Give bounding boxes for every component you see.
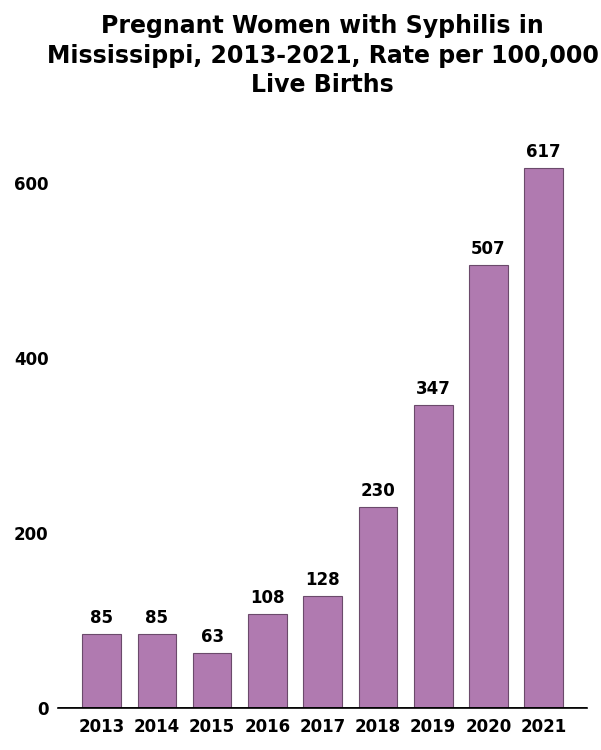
Text: 347: 347 [416,380,451,398]
Text: 617: 617 [526,143,561,161]
Bar [525,168,563,709]
Text: 85: 85 [145,609,168,627]
Text: 507: 507 [471,239,506,257]
Text: 108: 108 [250,589,285,607]
Text: 128: 128 [305,572,340,590]
Bar [304,596,342,709]
Title: Pregnant Women with Syphilis in
Mississippi, 2013-2021, Rate per 100,000
Live Bi: Pregnant Women with Syphilis in Mississi… [47,14,599,98]
Text: 85: 85 [90,609,113,627]
Bar [248,614,287,709]
Bar [414,405,453,709]
Bar [469,265,508,709]
Bar [82,634,121,709]
Bar [138,634,176,709]
Bar [193,653,231,709]
Text: 63: 63 [201,628,224,646]
Text: 230: 230 [361,482,395,500]
Bar [359,507,397,709]
